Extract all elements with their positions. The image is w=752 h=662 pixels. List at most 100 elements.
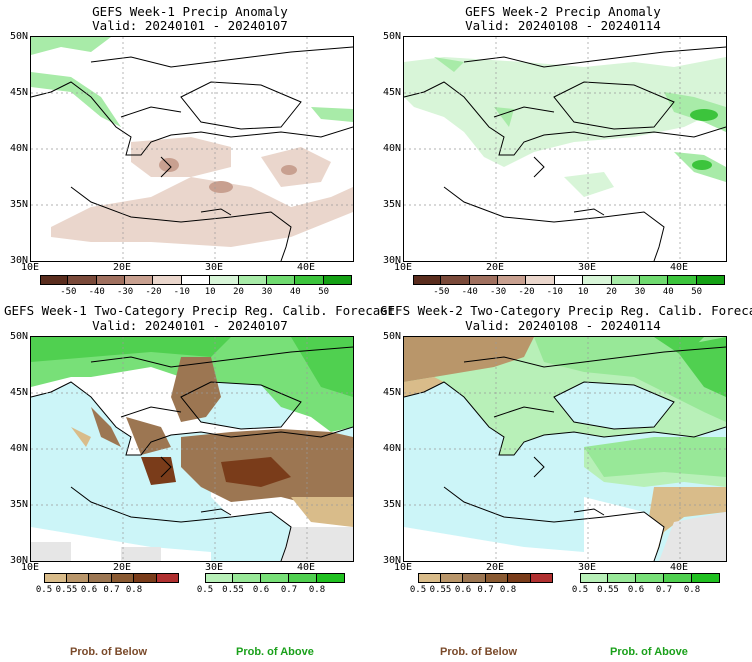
p4-below-colorbar-tick-label: 0.55 (429, 585, 452, 595)
panel3-map (30, 336, 354, 562)
p4-lat-30: 30N (382, 555, 401, 566)
p4-above-colorbar-tick-label: 0.55 (597, 585, 619, 595)
p1-colorbar (40, 275, 352, 285)
p2-colorbar-swatch (583, 275, 612, 285)
p1-lat-45: 45N (9, 87, 28, 98)
p4-above-colorbar-tick-label: 0.5 (571, 585, 589, 595)
p4-lon-40: 40E (669, 562, 689, 573)
p3-lat-35: 35N (9, 499, 28, 510)
p2-lat-50: 50N (382, 31, 401, 42)
p3-above-colorbar (205, 573, 345, 583)
p3-above-colorbar-tick-label: 0.6 (252, 585, 270, 595)
p2-colorbar-swatch (498, 275, 527, 285)
p2-colorbar-tick-label: -40 (461, 287, 478, 297)
p2-lon-20: 20E (485, 262, 505, 273)
p3-below-colorbar-swatch (134, 573, 157, 583)
p1-lon-40: 40E (296, 262, 316, 273)
p3-below-colorbar-tick-label: 0.5 (35, 585, 53, 595)
p4-above-colorbar-tick-label: 0.6 (627, 585, 645, 595)
panel2-map (403, 36, 727, 262)
p1-colorbar-tick-label: 10 (204, 287, 216, 297)
p3-below-colorbar-tick-label: 0.55 (55, 585, 78, 595)
p4-above-caption: Prob. of Above (610, 646, 688, 658)
p1-colorbar-tick-label: -50 (60, 287, 77, 297)
panel3-valid: Valid: 20240101 - 20240107 (92, 318, 288, 333)
p2-colorbar-swatch (469, 275, 499, 285)
lake (554, 382, 674, 429)
p2-colorbar-tick-label: -20 (518, 287, 535, 297)
anomaly-wet-core (690, 109, 718, 170)
below-strong (141, 457, 291, 487)
p1-colorbar-tick-label: -20 (145, 287, 162, 297)
p2-lat-40: 40N (382, 143, 401, 154)
p2-lat-45: 45N (382, 87, 401, 98)
p1-lon-30: 30E (204, 262, 224, 273)
p2-colorbar-tick-label: -50 (433, 287, 450, 297)
p2-colorbar-swatch (441, 275, 470, 285)
p4-above-colorbar-tick-label: 0.7 (655, 585, 673, 595)
p2-colorbar-swatch (696, 275, 725, 285)
p4-lat-35: 35N (382, 499, 401, 510)
p3-above-colorbar-swatch (289, 573, 317, 583)
panel3-title: GEFS Week-1 Two-Category Precip Reg. Cal… (4, 303, 396, 318)
p3-below-colorbar-swatch (156, 573, 179, 583)
above-areas (534, 337, 726, 477)
p1-lon-20: 20E (112, 262, 132, 273)
p1-lat-40: 40N (9, 143, 28, 154)
p2-colorbar-tick-label: -10 (546, 287, 563, 297)
p4-lon-20: 20E (485, 562, 505, 573)
p1-lon-10: 10E (20, 262, 40, 273)
p1-colorbar-tick-label: 30 (261, 287, 273, 297)
no-skill (31, 527, 353, 561)
p2-colorbar-swatch (611, 275, 640, 285)
p2-colorbar (413, 275, 725, 285)
p1-colorbar-swatch (68, 275, 97, 285)
p1-colorbar-swatch (295, 275, 324, 285)
p4-below-caption: Prob. of Below (440, 646, 517, 658)
panel4-map (403, 336, 727, 562)
panel1-valid: Valid: 20240101 - 20240107 (92, 18, 288, 33)
p4-lon-30: 30E (577, 562, 597, 573)
p3-below-colorbar-swatch (111, 573, 134, 583)
p1-colorbar-swatch (96, 275, 126, 285)
p4-below-colorbar-swatch (485, 573, 508, 583)
p1-colorbar-swatch (266, 275, 296, 285)
below-areas (404, 337, 534, 382)
p4-lat-50: 50N (382, 331, 401, 342)
panel2-title: GEFS Week-2 Precip Anomaly (465, 4, 661, 19)
p4-below-colorbar (418, 573, 553, 583)
p3-below-colorbar-tick-label: 0.7 (103, 585, 120, 595)
p4-above-colorbar-swatch (692, 573, 720, 583)
below-weak (71, 427, 353, 527)
p1-colorbar-tick-label: 40 (289, 287, 301, 297)
p1-colorbar-tick-label: -10 (173, 287, 190, 297)
p3-below-colorbar (44, 573, 179, 583)
panel4-valid: Valid: 20240108 - 20240114 (465, 318, 661, 333)
p3-above-colorbar-swatch (205, 573, 233, 583)
panel1-title: GEFS Week-1 Precip Anomaly (92, 4, 288, 19)
p1-colorbar-swatch (181, 275, 211, 285)
p1-lat-50: 50N (9, 31, 28, 42)
p1-lat-30: 30N (9, 255, 28, 266)
above-areas (31, 337, 353, 432)
p2-lat-35: 35N (382, 199, 401, 210)
p1-lat-35: 35N (9, 199, 28, 210)
p3-lat-50: 50N (9, 331, 28, 342)
p3-above-colorbar-swatch (233, 573, 261, 583)
p3-above-colorbar-tick-label: 0.55 (222, 585, 244, 595)
above-strong (31, 337, 353, 397)
p4-below-colorbar-tick-label: 0.5 (409, 585, 427, 595)
p3-above-colorbar-tick-label: 0.8 (308, 585, 326, 595)
p2-colorbar-tick-label: 30 (634, 287, 646, 297)
p3-above-colorbar-swatch (261, 573, 289, 583)
p4-above-colorbar-swatch (580, 573, 608, 583)
p2-colorbar-tick-label: 10 (577, 287, 589, 297)
p3-above-colorbar-tick-label: 0.5 (196, 585, 214, 595)
p4-lat-45: 45N (382, 387, 401, 398)
no-skill (659, 512, 726, 561)
p1-colorbar-tick-label: 20 (233, 287, 244, 297)
anomaly-wet-areas (31, 37, 353, 127)
p4-above-colorbar-swatch (608, 573, 636, 583)
p2-colorbar-tick-label: 50 (691, 287, 703, 297)
p3-above-colorbar-tick-label: 0.7 (280, 585, 298, 595)
